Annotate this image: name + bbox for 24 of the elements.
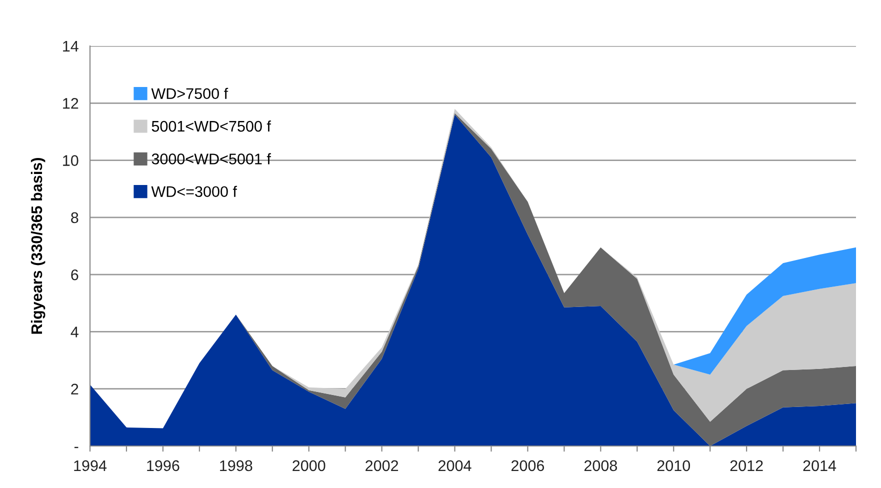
x-tick-label: 2014 [803,460,836,472]
x-tick-label: 2006 [511,460,544,472]
x-tick-label: 2012 [730,460,763,472]
x-tick-label: 2010 [657,460,690,472]
legend-label: WD>7500 f [151,88,228,100]
y-tick-label: - [74,446,78,448]
legend-label: 3000<WD<5001 f [152,153,271,164]
y-tick-label: 14 [63,41,78,52]
y-axis-title: Rigyears (330/365 basis) [30,158,46,334]
x-tick-label: 2002 [366,460,398,472]
x-tick-label: 2008 [584,460,617,472]
x-tick-label: 2000 [292,460,326,472]
legend-label: 5001<WD<7500 f [152,120,271,132]
x-tick-label: 1998 [220,460,252,472]
y-tick-label: 4 [70,326,78,338]
x-tick-label: 1994 [74,460,107,472]
y-tick-label: 12 [63,98,78,109]
y-tick-label: 10 [63,155,78,166]
x-tick-label: 1996 [147,460,180,472]
y-tick-label: 8 [71,212,78,224]
x-tick-label: 2004 [438,460,472,472]
y-tick-label: 2 [71,384,78,394]
y-tick-label: 6 [71,269,78,280]
legend-label: WD<=3000 f [151,186,237,198]
